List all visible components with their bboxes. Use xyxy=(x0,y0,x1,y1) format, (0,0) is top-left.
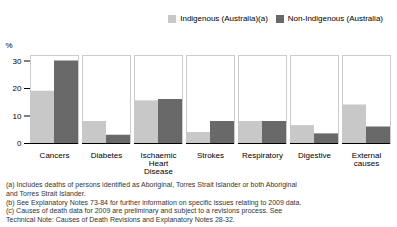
svg-text:30: 30 xyxy=(13,57,22,66)
svg-text:20: 20 xyxy=(13,84,22,93)
svg-text:IschaemicHeartDisease: IschaemicHeartDisease xyxy=(140,151,176,176)
svg-text:0: 0 xyxy=(17,139,22,148)
svg-text:Digestive: Digestive xyxy=(298,151,331,160)
svg-text:Strokes: Strokes xyxy=(197,151,224,160)
html-text:Indigenous (Australia)(a): Indigenous (Australia)(a) xyxy=(180,14,268,23)
svg-text:%: % xyxy=(6,41,13,50)
html-text:(a) Includes deaths of persons: (a) Includes deaths of persons identifie… xyxy=(6,181,302,223)
html-text:Non-Indigenous (Australia): Non-Indigenous (Australia) xyxy=(287,14,383,23)
svg-text:Diabetes: Diabetes xyxy=(91,151,123,160)
svg-text:10: 10 xyxy=(13,112,22,121)
svg-text:Externalcauses: Externalcauses xyxy=(352,151,382,168)
svg-text:Cancers: Cancers xyxy=(40,151,70,160)
svg-text:Respiratory: Respiratory xyxy=(242,151,283,160)
